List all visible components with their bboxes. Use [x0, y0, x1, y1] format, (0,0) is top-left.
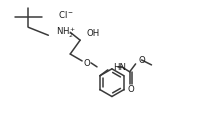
Text: O: O: [127, 84, 134, 93]
Text: NH$_2^+$: NH$_2^+$: [56, 26, 77, 40]
Text: O: O: [139, 56, 145, 65]
Text: O: O: [84, 59, 90, 68]
Text: OH: OH: [86, 29, 99, 38]
Text: HN: HN: [113, 63, 126, 72]
Text: Cl$^-$: Cl$^-$: [58, 9, 74, 20]
